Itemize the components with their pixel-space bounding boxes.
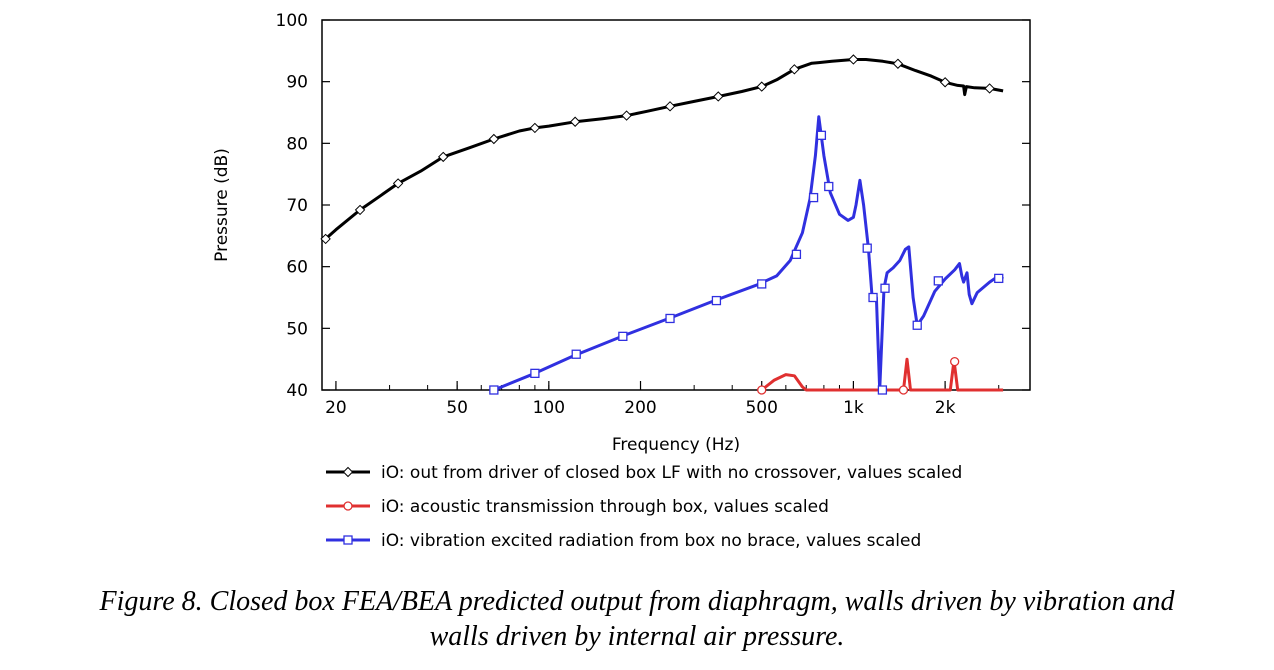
data-point-driver-output <box>892 58 904 69</box>
data-point-vibration-radiation <box>757 279 767 289</box>
legend-marker-driver-output <box>342 466 354 478</box>
y-tick-label: 100 <box>276 11 308 31</box>
y-tick-label: 60 <box>286 258 308 278</box>
data-point-driver-output <box>392 178 404 189</box>
legend-marker-acoustic-transmission <box>343 501 353 511</box>
data-point-vibration-radiation <box>571 349 581 359</box>
data-point-driver-output <box>756 81 767 92</box>
data-point-driver-output <box>354 204 366 216</box>
data-point-vibration-radiation <box>618 331 628 342</box>
figure-caption-line-1: Figure 8. Closed box FEA/BEA predicted o… <box>98 586 1175 617</box>
data-point-vibration-radiation <box>862 243 872 253</box>
series-markers <box>320 54 1004 395</box>
x-tick-label: 500 <box>745 398 777 418</box>
y-tick-label: 40 <box>286 381 308 401</box>
y-tick-label: 80 <box>286 134 308 154</box>
legend-label-acoustic-transmission: iO: acoustic transmission through box, v… <box>381 497 829 517</box>
data-point-vibration-radiation <box>816 130 827 140</box>
legend: iO: out from driver of closed box LF wit… <box>326 463 962 551</box>
data-point-vibration-radiation <box>880 283 890 293</box>
y-axis: 40 50 60 70 80 90 100 <box>276 11 1030 401</box>
x-axis-title: Frequency (Hz) <box>612 435 740 455</box>
data-point-vibration-radiation <box>933 276 943 286</box>
data-point-driver-output <box>984 83 995 94</box>
x-tick-label: 50 <box>446 398 468 418</box>
data-point-driver-output <box>621 110 632 121</box>
x-tick-label: 1k <box>843 398 864 418</box>
data-point-vibration-radiation <box>791 249 802 259</box>
y-tick-label: 90 <box>286 73 308 93</box>
data-point-vibration-radiation <box>877 385 888 395</box>
data-point-acoustic-transmission <box>757 385 767 395</box>
y-axis-title: Pressure (dB) <box>212 148 232 262</box>
data-point-vibration-radiation <box>868 292 878 303</box>
data-point-driver-output <box>664 101 676 112</box>
legend-label-vibration-radiation: iO: vibration excited radiation from box… <box>381 531 921 551</box>
data-point-driver-output <box>437 151 449 163</box>
data-point-driver-output <box>488 133 500 145</box>
data-point-vibration-radiation <box>665 313 675 324</box>
data-point-vibration-radiation <box>912 320 922 330</box>
data-point-vibration-radiation <box>994 273 1004 284</box>
data-point-vibration-radiation <box>530 368 540 379</box>
series-lines <box>324 58 1004 392</box>
legend-marker-vibration-radiation <box>343 535 353 545</box>
data-point-driver-output <box>939 77 951 88</box>
data-point-vibration-radiation <box>824 181 834 192</box>
plot-frame <box>321 19 1031 391</box>
series-line-vibration-radiation <box>493 115 1004 392</box>
x-tick-label: 100 <box>533 398 565 418</box>
series-line-driver-output <box>324 58 1004 241</box>
data-point-driver-output <box>320 233 331 245</box>
data-point-vibration-radiation <box>808 192 819 203</box>
data-point-driver-output <box>529 122 541 134</box>
data-point-acoustic-transmission <box>898 385 909 395</box>
x-tick-label: 200 <box>624 398 656 418</box>
x-tick-label: 20 <box>325 398 347 418</box>
y-tick-label: 70 <box>286 196 308 216</box>
data-point-driver-output <box>713 91 724 102</box>
figure-caption-line-2: walls driven by internal air pressure. <box>430 621 845 652</box>
x-tick-label: 2k <box>935 398 956 418</box>
data-point-driver-output <box>569 116 581 127</box>
data-point-vibration-radiation <box>711 295 722 306</box>
data-point-acoustic-transmission <box>950 356 960 367</box>
data-point-vibration-radiation <box>489 385 499 395</box>
x-axis: 20 50 100 200 500 1k 2k <box>325 381 1000 418</box>
y-tick-label: 50 <box>286 319 308 339</box>
data-point-driver-output <box>789 64 800 75</box>
data-point-driver-output <box>848 54 859 65</box>
legend-label-driver-output: iO: out from driver of closed box LF wit… <box>381 463 962 483</box>
